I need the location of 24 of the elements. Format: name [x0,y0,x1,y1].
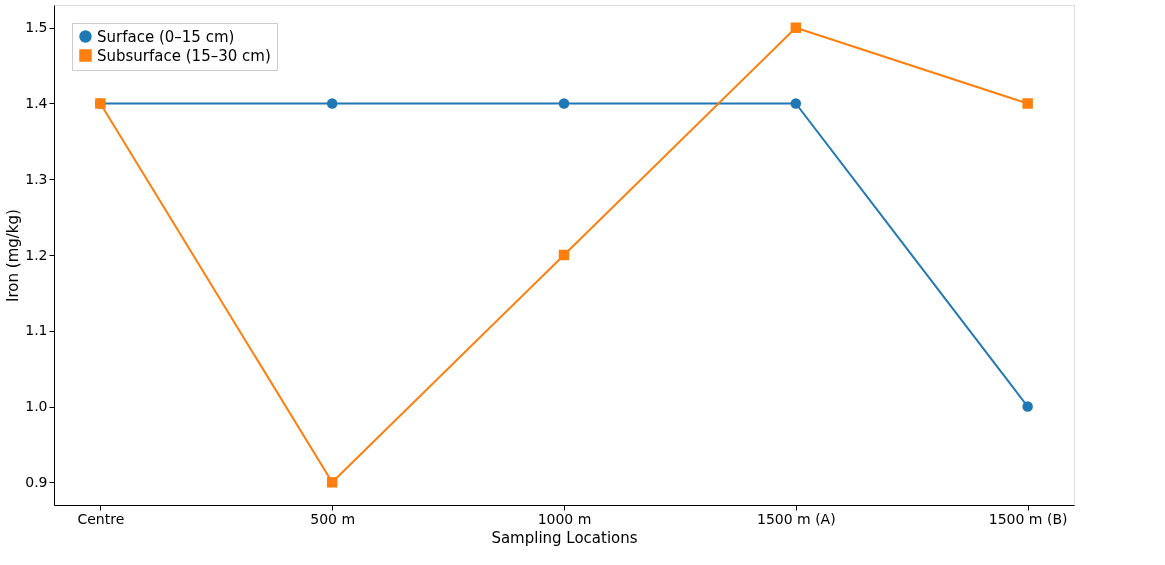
y-tick-label: 0.9 [25,473,48,490]
y-tick-label: 1.4 [25,94,48,111]
legend-label: Surface (0–15 cm) [97,27,235,46]
point [1022,98,1033,109]
point [326,477,338,488]
point [326,98,338,109]
point [790,98,802,109]
y-tick-label: 1.3 [25,170,48,187]
y-tick-label: 1.5 [25,19,48,36]
x-tick-label: 1000 m [537,510,592,527]
point [790,22,802,33]
x-tick-label: 500 m [310,510,356,527]
point [558,98,570,109]
y-tick-label: 1.1 [25,322,48,339]
point [558,249,570,261]
y-tick-label: 1.0 [25,398,48,415]
x-tick-label: 1500 m (A) [756,510,836,527]
point [1022,401,1033,412]
legend-label: Subsurface (15–30 cm) [97,46,271,65]
x-axis-title: Sampling Locations [491,528,638,547]
y-tick-label: 1.2 [25,246,48,263]
y-axis-title: Iron (mg/kg) [4,209,23,302]
x-tick-label: 1500 m (B) [988,510,1068,527]
x-tick-label: Centre [77,510,125,527]
